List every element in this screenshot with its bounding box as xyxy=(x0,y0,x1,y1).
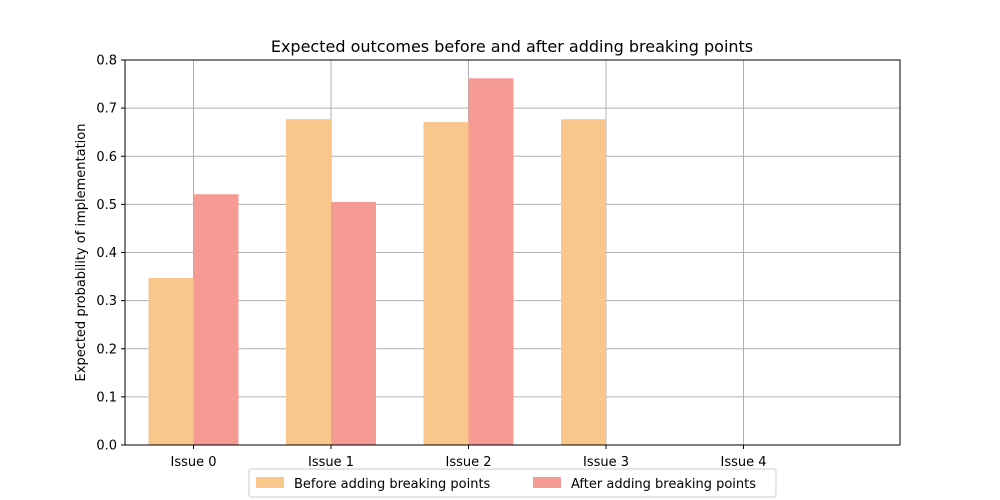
legend: Before adding breaking points After addi… xyxy=(248,468,777,498)
legend-label-before: Before adding breaking points xyxy=(294,477,491,492)
legend-frame xyxy=(248,468,777,498)
y-tick-label: 0.2 xyxy=(96,342,117,357)
legend-label-after: After adding breaking points xyxy=(571,477,756,492)
bar-after xyxy=(468,78,514,445)
legend-swatch-before xyxy=(256,477,284,488)
legend-swatch-after xyxy=(533,477,561,488)
y-tick-label: 0.6 xyxy=(96,150,117,165)
x-tick-label: Issue 4 xyxy=(720,455,766,470)
y-tick-label: 0.8 xyxy=(96,54,117,69)
y-tick-label: 0.3 xyxy=(96,294,117,309)
bar-before xyxy=(286,119,331,445)
axis-ticks: 0.0 0.1 0.2 0.3 0.4 0.5 0.6 0.7 0.8 Issue 0 Issue … xyxy=(96,54,766,471)
bars xyxy=(148,78,606,446)
y-axis-label: Expected probability of implementation xyxy=(74,124,89,382)
y-tick-label: 0.7 xyxy=(96,102,117,117)
y-tick-label: 0.0 xyxy=(96,439,117,454)
x-tick-label: Issue 3 xyxy=(583,455,629,470)
x-tick-label: Issue 1 xyxy=(308,455,354,470)
bar-before xyxy=(148,278,194,445)
bar-before xyxy=(423,122,469,446)
bar-before xyxy=(561,119,606,445)
y-tick-label: 0.4 xyxy=(96,246,117,261)
x-tick-label: Issue 0 xyxy=(170,455,216,470)
y-tick-label: 0.1 xyxy=(96,390,117,405)
y-tick-label: 0.5 xyxy=(96,198,117,213)
x-tick-label: Issue 2 xyxy=(445,455,491,470)
bar-after xyxy=(193,194,239,445)
chart-title: Expected outcomes before and after addin… xyxy=(271,37,753,56)
bar-after xyxy=(331,201,376,445)
